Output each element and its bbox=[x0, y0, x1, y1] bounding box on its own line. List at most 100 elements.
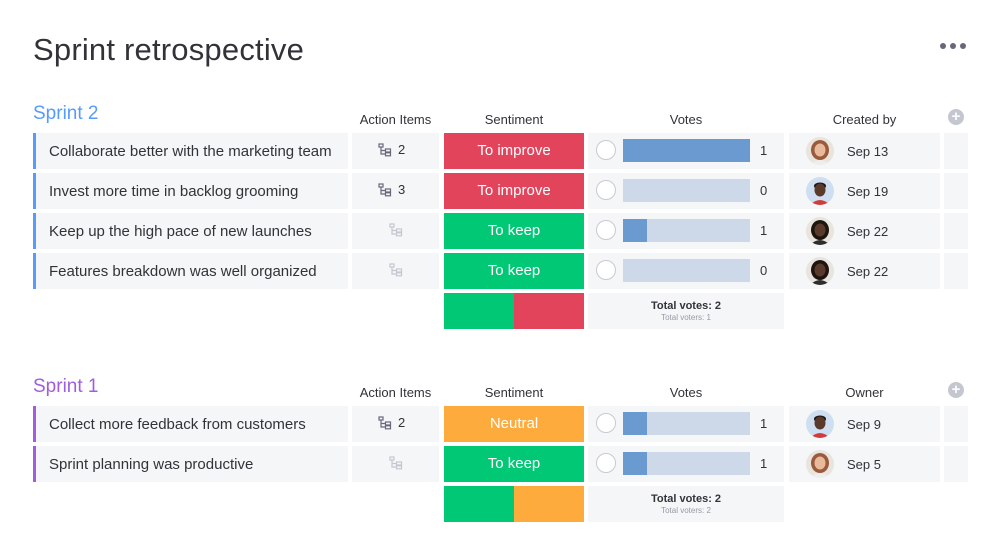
add-column-icon[interactable]: + bbox=[948, 382, 964, 398]
votes-cell: 1 bbox=[588, 213, 784, 249]
action-items-cell[interactable]: 3 bbox=[352, 173, 439, 209]
vote-button[interactable] bbox=[596, 180, 616, 200]
sentiment-status[interactable]: To keep bbox=[444, 213, 584, 249]
item-name[interactable]: Sprint planning was productive bbox=[49, 456, 254, 473]
vote-bar-fill bbox=[623, 412, 647, 435]
table-row[interactable]: Sprint planning was productive To keep 1 Se… bbox=[33, 446, 968, 482]
sentiment-status[interactable]: Neutral bbox=[444, 406, 584, 442]
vote-button[interactable] bbox=[596, 260, 616, 280]
vote-bar bbox=[623, 139, 750, 162]
sentiment-summary bbox=[444, 486, 584, 522]
table-row[interactable]: Collaborate better with the marketing te… bbox=[33, 133, 968, 169]
sentiment-summary-segment bbox=[444, 293, 514, 329]
column-header-person[interactable]: Owner bbox=[845, 385, 884, 400]
votes-cell: 1 bbox=[588, 133, 784, 169]
vote-count: 0 bbox=[760, 263, 768, 278]
subitems-icon bbox=[389, 456, 403, 470]
person-cell[interactable]: Sep 22 bbox=[789, 213, 940, 249]
total-voters: Total voters: 2 bbox=[661, 506, 711, 515]
item-name[interactable]: Keep up the high pace of new launches bbox=[49, 223, 312, 240]
action-items-cell[interactable] bbox=[352, 253, 439, 289]
sentiment-summary bbox=[444, 293, 584, 329]
sentiment-status[interactable]: To keep bbox=[444, 253, 584, 289]
more-options-icon[interactable] bbox=[940, 38, 966, 54]
avatar[interactable] bbox=[806, 450, 834, 478]
person-cell[interactable]: Sep 9 bbox=[789, 406, 940, 442]
item-name-cell[interactable]: Collaborate better with the marketing te… bbox=[33, 133, 348, 169]
group-title[interactable]: Sprint 2 bbox=[33, 103, 99, 124]
subitems-icon bbox=[378, 183, 392, 197]
column-header-sentiment[interactable]: Sentiment bbox=[484, 112, 544, 127]
vote-count: 1 bbox=[760, 143, 768, 158]
vote-button[interactable] bbox=[596, 140, 616, 160]
row-end-cell bbox=[944, 253, 968, 289]
vote-bar-fill bbox=[623, 452, 647, 475]
created-date: Sep 9 bbox=[847, 417, 881, 432]
vote-bar bbox=[623, 412, 750, 435]
item-name-cell[interactable]: Keep up the high pace of new launches bbox=[33, 213, 348, 249]
vote-bar bbox=[623, 259, 750, 282]
column-header-action-items[interactable]: Action Items bbox=[359, 112, 432, 127]
total-voters: Total voters: 1 bbox=[661, 313, 711, 322]
sentiment-summary-segment bbox=[444, 486, 514, 522]
action-items-cell[interactable] bbox=[352, 213, 439, 249]
page-title: Sprint retrospective bbox=[33, 32, 305, 67]
subitems-icon bbox=[378, 143, 392, 157]
person-cell[interactable]: Sep 13 bbox=[789, 133, 940, 169]
vote-bar-fill bbox=[623, 219, 647, 242]
column-header-votes[interactable]: Votes bbox=[669, 385, 703, 400]
vote-button[interactable] bbox=[596, 413, 616, 433]
row-end-cell bbox=[944, 446, 968, 482]
sentiment-status[interactable]: To improve bbox=[444, 133, 584, 169]
action-items-count: 3 bbox=[398, 182, 406, 197]
votes-cell: 1 bbox=[588, 446, 784, 482]
person-cell[interactable]: Sep 5 bbox=[789, 446, 940, 482]
column-header-sentiment[interactable]: Sentiment bbox=[484, 385, 544, 400]
group-sprint-2: Sprint 2 Action Items Sentiment Votes Create… bbox=[0, 102, 1002, 333]
total-votes: Total votes: 2 bbox=[650, 300, 722, 312]
item-name-cell[interactable]: Invest more time in backlog grooming bbox=[33, 173, 348, 209]
vote-count: 0 bbox=[760, 183, 768, 198]
group-title[interactable]: Sprint 1 bbox=[33, 376, 99, 397]
action-items-count: 2 bbox=[398, 415, 406, 430]
avatar[interactable] bbox=[806, 257, 834, 285]
action-items-cell[interactable]: 2 bbox=[352, 133, 439, 169]
avatar[interactable] bbox=[806, 137, 834, 165]
table-row[interactable]: Invest more time in backlog grooming 3 To … bbox=[33, 173, 968, 209]
action-items-cell[interactable]: 2 bbox=[352, 406, 439, 442]
column-header-action-items[interactable]: Action Items bbox=[359, 385, 432, 400]
vote-bar-fill bbox=[623, 139, 750, 162]
item-name[interactable]: Collaborate better with the marketing te… bbox=[49, 143, 332, 160]
person-cell[interactable]: Sep 22 bbox=[789, 253, 940, 289]
avatar[interactable] bbox=[806, 410, 834, 438]
group-sprint-1: Sprint 1 Action Items Sentiment Votes Owner +… bbox=[0, 375, 1002, 526]
item-name-cell[interactable]: Sprint planning was productive bbox=[33, 446, 348, 482]
total-votes: Total votes: 2 bbox=[650, 493, 722, 505]
item-name-cell[interactable]: Collect more feedback from customers bbox=[33, 406, 348, 442]
item-name[interactable]: Invest more time in backlog grooming bbox=[49, 183, 299, 200]
votes-summary: Total votes: 2 Total voters: 1 bbox=[588, 293, 784, 329]
votes-cell: 1 bbox=[588, 406, 784, 442]
item-name[interactable]: Collect more feedback from customers bbox=[49, 416, 306, 433]
avatar[interactable] bbox=[806, 217, 834, 245]
table-row[interactable]: Keep up the high pace of new launches To … bbox=[33, 213, 968, 249]
table-row[interactable]: Features breakdown was well organized To … bbox=[33, 253, 968, 289]
item-name[interactable]: Features breakdown was well organized bbox=[49, 263, 317, 280]
sentiment-status[interactable]: To improve bbox=[444, 173, 584, 209]
add-column-icon[interactable]: + bbox=[948, 109, 964, 125]
person-cell[interactable]: Sep 19 bbox=[789, 173, 940, 209]
column-header-person[interactable]: Created by bbox=[832, 112, 897, 127]
created-date: Sep 13 bbox=[847, 144, 889, 159]
created-date: Sep 22 bbox=[847, 224, 889, 239]
column-header-votes[interactable]: Votes bbox=[669, 112, 703, 127]
sentiment-status[interactable]: To keep bbox=[444, 446, 584, 482]
vote-count: 1 bbox=[760, 223, 768, 238]
item-name-cell[interactable]: Features breakdown was well organized bbox=[33, 253, 348, 289]
avatar[interactable] bbox=[806, 177, 834, 205]
vote-bar bbox=[623, 452, 750, 475]
row-end-cell bbox=[944, 213, 968, 249]
table-row[interactable]: Collect more feedback from customers 2 Neu… bbox=[33, 406, 968, 442]
vote-button[interactable] bbox=[596, 453, 616, 473]
vote-button[interactable] bbox=[596, 220, 616, 240]
action-items-cell[interactable] bbox=[352, 446, 439, 482]
